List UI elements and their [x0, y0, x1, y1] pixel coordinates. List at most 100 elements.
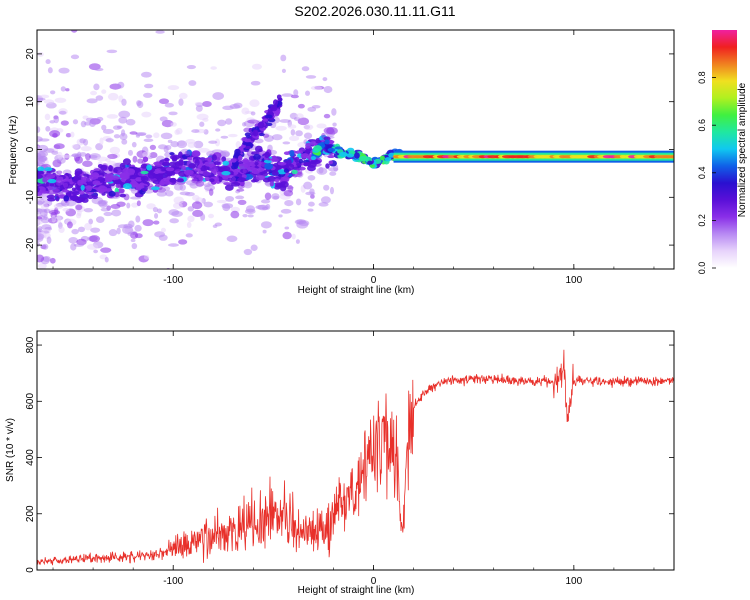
spectrogram-blob — [267, 175, 277, 183]
spectrogram-blob — [283, 189, 294, 197]
spectrogram-blob — [241, 282, 247, 290]
spectrogram-blob — [240, 270, 251, 277]
spectrogram-blob — [195, 104, 203, 112]
y-tick-label: -10 — [25, 190, 36, 205]
spectrogram-blob — [60, 86, 66, 92]
spectrogram-blob — [238, 181, 245, 186]
spectrogram-blob — [127, 232, 134, 236]
spectrogram-blob — [37, 126, 41, 133]
spectrogram-blob — [172, 202, 183, 209]
spectrogram-blob — [37, 200, 43, 206]
spectrogram-blob — [208, 213, 215, 219]
spectrogram-blob — [258, 132, 265, 137]
spectrogram-blob — [311, 159, 321, 165]
spectrogram-blob — [140, 175, 149, 182]
spectrogram-blob — [187, 206, 194, 212]
spectrogram-blob — [132, 155, 138, 163]
spectrogram-blob — [98, 200, 108, 208]
spectrogram-blob — [238, 155, 243, 161]
spectrogram-blob — [112, 175, 120, 181]
spectrogram-blob — [264, 114, 273, 119]
y-tick-label: 400 — [25, 449, 36, 466]
spectrogram-blob — [99, 137, 104, 146]
spectrogram-blob — [174, 161, 180, 169]
spectrogram-blob — [379, 155, 385, 161]
spectrogram-blob — [81, 197, 89, 203]
y-tick-label: 0 — [25, 146, 36, 152]
spectrogram-blob — [83, 207, 94, 213]
spectrogram-blob — [167, 243, 180, 247]
spectrogram-blob — [142, 92, 153, 98]
spectrogram-blob — [237, 199, 247, 205]
spectrogram-blob — [77, 179, 84, 186]
spectrogram-blob — [280, 176, 290, 183]
spectrogram-blob — [181, 165, 186, 171]
spectrogram-blob — [140, 163, 148, 169]
spectrogram-blob — [127, 149, 133, 156]
spectrogram-blob — [130, 238, 136, 243]
spectrogram-blob — [310, 194, 315, 199]
spectrogram-blob — [38, 276, 47, 283]
spectrogram-blob — [95, 95, 104, 101]
spectrogram-blob — [43, 302, 48, 308]
spectrogram-blob — [165, 190, 174, 197]
spectrogram-blob — [105, 313, 110, 317]
spectrogram-blob — [73, 322, 81, 328]
spectrogram-blob — [37, 254, 44, 263]
spectrogram-blob — [295, 198, 302, 206]
spectrogram-blob — [73, 243, 84, 247]
spectrogram-blob — [89, 120, 96, 128]
spectrogram-blob — [283, 168, 290, 173]
spectrogram-blob — [161, 161, 170, 167]
spectrogram-blob — [70, 30, 78, 33]
spectrogram-blob — [279, 119, 291, 123]
spectrogram-blob — [325, 163, 330, 169]
spectrogram-ylabel: Frequency (Hz) — [8, 116, 19, 185]
spectrogram-blob — [113, 134, 121, 139]
spectrogram-blob — [72, 119, 79, 125]
spectrogram-blob — [272, 155, 277, 161]
spectrogram-blob — [286, 158, 292, 166]
spectrogram-blob — [47, 178, 57, 184]
spectrogram-blob — [264, 163, 274, 170]
colorbar-tick-label: 0.2 — [697, 214, 707, 227]
spectrogram-blob — [369, 163, 375, 168]
spectrogram-blob — [75, 204, 83, 211]
spectrogram-blob — [160, 186, 171, 192]
spectrogram-blob — [235, 195, 245, 200]
spectrogram-blob — [323, 184, 330, 191]
spectrogram-blob — [251, 63, 263, 70]
spectrogram-blob — [53, 203, 64, 209]
spectrogram-blob — [209, 178, 215, 183]
spectrogram-blob — [185, 233, 193, 238]
spectrogram-blob — [136, 280, 144, 285]
spectrogram-blob — [145, 134, 153, 139]
spectrogram-blob — [89, 174, 98, 180]
spectrogram-blob — [272, 99, 279, 106]
spectrogram-blob — [52, 275, 60, 280]
spectrogram-blob — [318, 166, 324, 174]
spectrogram-blob — [192, 178, 198, 182]
snr-ylabel: SNR (10 * v/v) — [5, 418, 16, 482]
spectrogram-blob — [136, 200, 141, 207]
spectrogram-blob — [278, 214, 283, 218]
spectrogram-blob — [85, 117, 95, 122]
spectrogram-blob — [97, 170, 105, 175]
y-tick-label: 10 — [25, 96, 36, 108]
spectrogram-blob — [194, 101, 203, 106]
spectrogram-blob — [282, 231, 292, 240]
spectrogram-blob — [135, 215, 141, 223]
spectrogram-blob — [295, 113, 304, 119]
spectrogram-blob — [49, 182, 54, 187]
spectrogram-blob — [284, 199, 294, 207]
spectrogram-blob — [186, 64, 197, 70]
spectrogram-blob — [55, 196, 60, 202]
spectrogram-blob — [149, 144, 157, 150]
x-tick-label: -100 — [163, 275, 183, 286]
spectrogram-blob — [300, 153, 310, 159]
spectrogram-blob — [191, 150, 201, 158]
spectrogram-blob — [255, 174, 266, 181]
spectrogram-blob — [135, 177, 143, 182]
spectrogram-blob — [128, 220, 135, 228]
